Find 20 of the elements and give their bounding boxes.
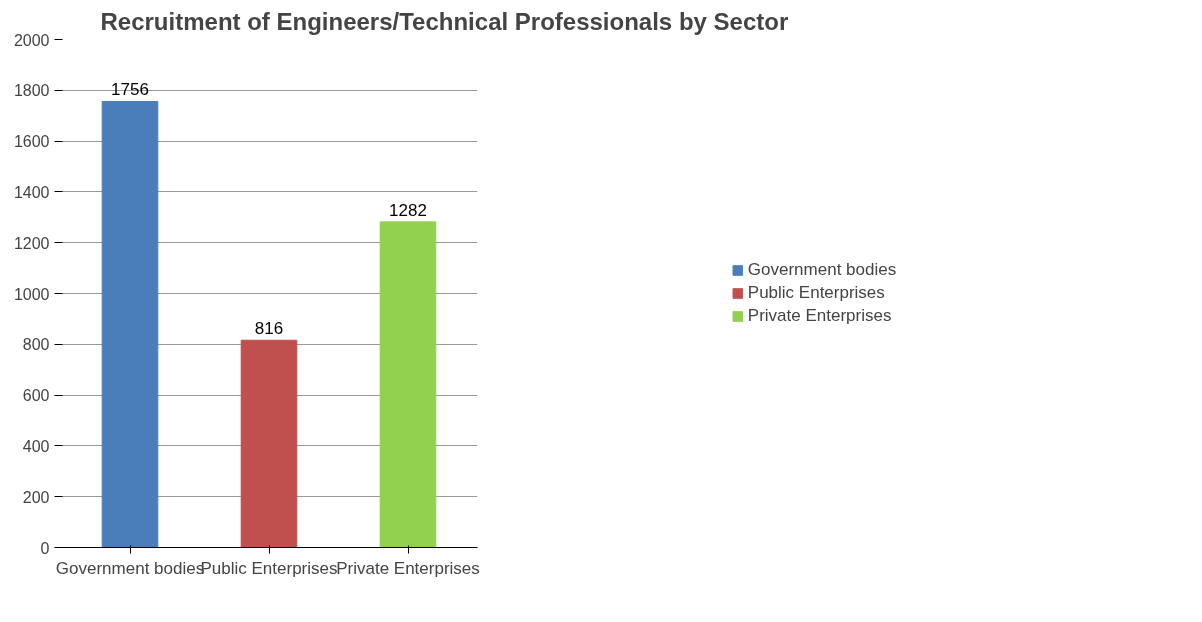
y-tick-label: 1600 (13, 133, 50, 151)
legend-label: Private Enterprises (747, 306, 892, 326)
y-tick-label: 1400 (13, 183, 50, 201)
data-label: 1282 (389, 200, 427, 220)
x-tick-label: Government bodies (55, 558, 205, 578)
x-tick-label: Private Enterprises (336, 558, 480, 578)
legend-label: Public Enterprises (747, 283, 885, 303)
y-tick-label: 800 (22, 336, 50, 354)
data-label: 1756 (111, 80, 149, 100)
y-tick-label: 1800 (13, 82, 50, 100)
y-tick-label: 1200 (13, 234, 50, 252)
data-label: 816 (254, 319, 284, 339)
y-tick-label: 0 (40, 539, 50, 557)
y-tick-label: 200 (22, 488, 50, 506)
legend-label: Government bodies (747, 260, 897, 280)
y-tick-label: 400 (22, 437, 50, 455)
y-tick-label: 600 (22, 387, 50, 405)
y-tick-label: 1000 (13, 285, 50, 303)
y-tick-label: 2000 (13, 31, 50, 49)
chart-title: Recruitment of Engineers/Technical Professionals by Sector (100, 7, 789, 35)
